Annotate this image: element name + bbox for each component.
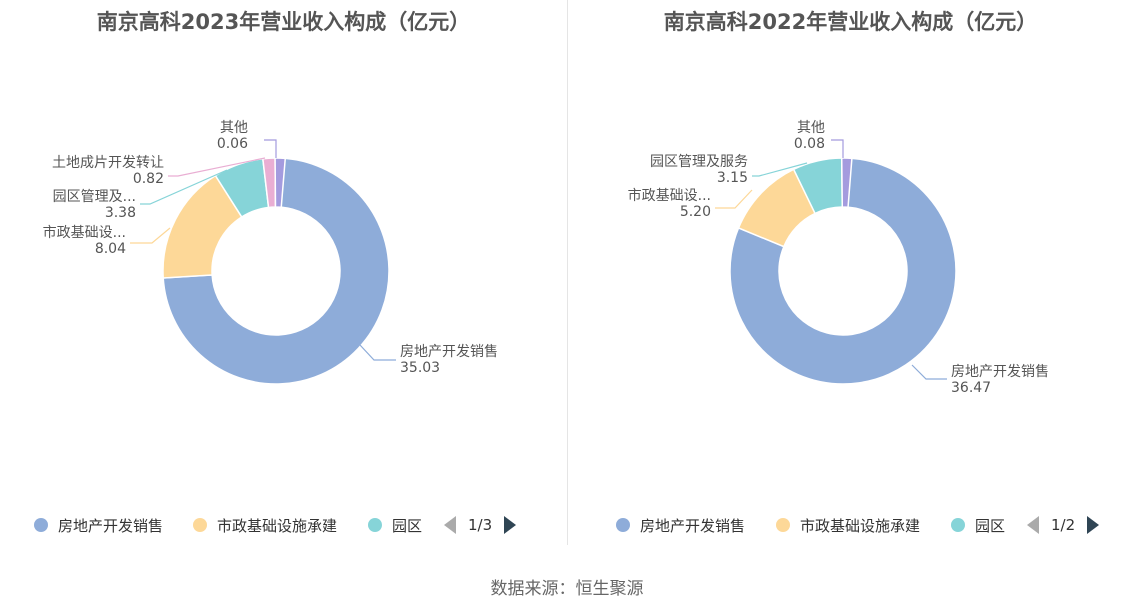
legend-label: 园区 xyxy=(975,516,1006,535)
label-line-2 xyxy=(752,162,808,177)
legend-item-park[interactable]: 园区 xyxy=(951,512,1005,538)
slice-label: 土地成片开发转让 xyxy=(52,155,164,171)
next-page-icon[interactable] xyxy=(1087,516,1100,534)
legend-dot xyxy=(34,518,48,532)
legend: 房地产开发销售 市政基础设施承建 园区 1/3 xyxy=(0,512,567,538)
prev-page-icon[interactable] xyxy=(444,516,456,534)
legend-item-real-estate[interactable]: 房地产开发销售 xyxy=(616,512,745,538)
legend-item-municipal[interactable]: 市政基础设施承建 xyxy=(193,512,337,538)
legend-dot xyxy=(776,518,790,532)
chart-title: 南京高科2023年营业收入构成（亿元） xyxy=(96,10,471,34)
slice-value-label: 8.04 xyxy=(95,241,126,257)
legend-label: 市政基础设施承建 xyxy=(800,516,921,535)
slice-label: 市政基础设... xyxy=(628,187,711,204)
slice-4[interactable] xyxy=(274,157,287,209)
slice-label: 其他 xyxy=(220,120,248,136)
label-line-1 xyxy=(715,189,753,209)
legend-dot xyxy=(951,518,965,532)
label-line-3 xyxy=(168,157,266,177)
legend-pager: 1/2 xyxy=(1027,512,1100,538)
label-line-1 xyxy=(130,227,171,244)
legend-dot xyxy=(193,518,207,532)
slice-value-label: 35.03 xyxy=(400,360,440,376)
legend-item-park[interactable]: 园区 xyxy=(368,512,422,538)
label-line-3 xyxy=(831,139,844,158)
prev-page-icon[interactable] xyxy=(1027,516,1039,534)
legend-label: 房地产开发销售 xyxy=(58,516,164,535)
chart-panel-2023: 南京高科2023年营业收入构成（亿元） 房地产开发销售 35.03 市政基础设...… xyxy=(0,0,567,545)
label-line-0 xyxy=(359,344,396,361)
data-source: 数据来源：恒生聚源 xyxy=(490,579,644,599)
slice-0[interactable] xyxy=(729,157,957,385)
slice-label: 房地产开发销售 xyxy=(951,364,1049,380)
slice-value-label: 36.47 xyxy=(951,380,991,396)
slice-3[interactable] xyxy=(840,157,853,209)
slice-label: 其他 xyxy=(797,120,825,136)
next-page-icon[interactable] xyxy=(504,516,517,534)
slice-value-label: 0.06 xyxy=(217,136,248,152)
legend-label: 园区 xyxy=(392,516,423,535)
page-indicator: 1/2 xyxy=(1051,516,1076,534)
legend-dot xyxy=(616,518,630,532)
legend-dot xyxy=(368,518,382,532)
slice-value-label: 5.20 xyxy=(680,204,711,220)
slice-label: 市政基础设... xyxy=(43,224,126,241)
slice-0[interactable] xyxy=(162,157,390,385)
label-line-0 xyxy=(911,364,947,380)
label-line-4 xyxy=(264,139,277,158)
legend-item-municipal[interactable]: 市政基础设施承建 xyxy=(776,512,920,538)
legend-label: 房地产开发销售 xyxy=(640,516,746,535)
slice-value-label: 0.82 xyxy=(133,171,164,187)
slice-value-label: 3.15 xyxy=(717,170,748,186)
legend-item-real-estate[interactable]: 房地产开发销售 xyxy=(34,512,163,538)
page-indicator: 1/3 xyxy=(468,516,493,534)
slice-label: 园区管理及... xyxy=(53,189,136,205)
slice-label: 园区管理及服务 xyxy=(650,154,748,170)
legend-label: 市政基础设施承建 xyxy=(217,516,338,535)
label-line-2 xyxy=(140,169,228,205)
slice-label: 房地产开发销售 xyxy=(400,344,498,360)
panel-divider xyxy=(567,0,568,545)
slice-value-label: 3.38 xyxy=(105,205,136,221)
legend: 房地产开发销售 市政基础设施承建 园区 1/2 xyxy=(567,512,1134,538)
slice-value-label: 0.08 xyxy=(794,136,825,152)
chart-title: 南京高科2022年营业收入构成（亿元） xyxy=(663,10,1038,34)
legend-pager: 1/3 xyxy=(444,512,517,538)
chart-panel-2022: 南京高科2022年营业收入构成（亿元） 房地产开发销售 36.47 市政基础设...… xyxy=(567,0,1134,545)
